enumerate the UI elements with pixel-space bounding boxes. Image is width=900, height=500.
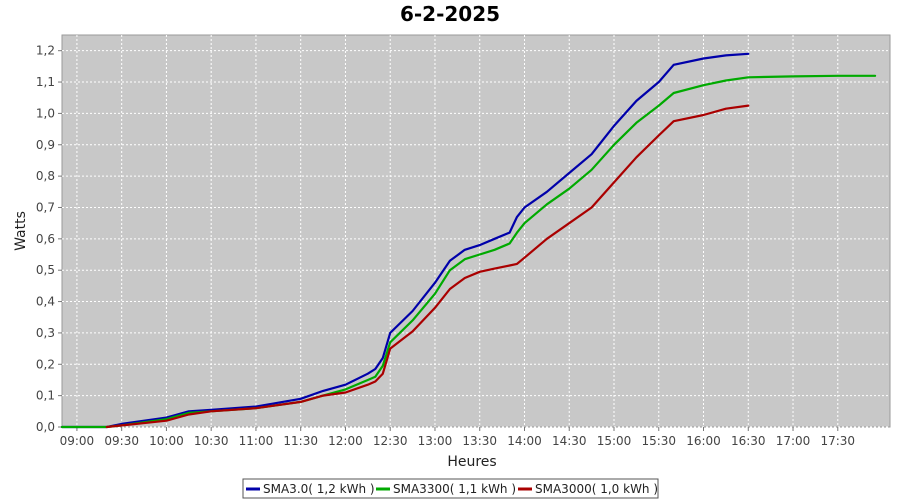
y-tick-label: 0,3	[36, 326, 55, 340]
y-tick-label: 1,2	[36, 44, 55, 58]
x-tick-label: 09:00	[60, 434, 95, 448]
y-tick-label: 0,0	[36, 420, 55, 434]
x-tick-label: 14:00	[507, 434, 542, 448]
legend	[242, 478, 659, 499]
y-tick-label: 1,1	[36, 75, 55, 89]
x-axis: 09:00 09:30 10:00 10:30 11:00 11:30 12:00 12:30…	[60, 427, 855, 448]
legend-label-1: SMA3300( 1,1 kWh )	[393, 482, 516, 496]
legend-items: SMA3.0( 1,2 kWh ) SMA3300( 1,1 kWh ) SMA30…	[246, 482, 658, 496]
x-tick-label: 10:00	[149, 434, 184, 448]
x-tick-label: 16:00	[686, 434, 721, 448]
x-tick-label: 12:00	[328, 434, 363, 448]
x-tick-label: 17:30	[820, 434, 855, 448]
y-tick-label: 0,8	[36, 169, 55, 183]
series-line-0	[60, 52, 750, 429]
grid	[62, 35, 890, 428]
x-tick-label: 17:00	[776, 434, 811, 448]
y-tick-label: 0,9	[36, 138, 55, 152]
y-tick-label: 0,5	[36, 263, 55, 277]
chart-title: 6-2-2025	[400, 2, 500, 26]
y-axis-label: Watts	[13, 211, 29, 251]
x-tick-label: 13:00	[418, 434, 453, 448]
series-line-2	[105, 104, 750, 429]
x-axis-label: Heures	[447, 454, 496, 470]
x-tick-label: 10:30	[194, 434, 229, 448]
x-tick-label: 14:30	[552, 434, 587, 448]
x-tick-label: 11:00	[239, 434, 274, 448]
x-tick-label: 12:30	[373, 434, 408, 448]
legend-label-2: SMA3000( 1,0 kWh )	[535, 482, 658, 496]
y-tick-label: 0,1	[36, 389, 55, 403]
x-tick-label: 16:30	[731, 434, 766, 448]
y-tick-label: 0,7	[36, 200, 55, 214]
legend-label-0: SMA3.0( 1,2 kWh )	[263, 482, 375, 496]
y-axis: 0,0 0,1 0,2 0,3 0,4 0,5 0,6 0,7 0,8 0,9 1,0 1,1 1,2	[36, 44, 62, 434]
y-tick-label: 0,6	[36, 232, 55, 246]
x-tick-label: 15:00	[597, 434, 632, 448]
x-tick-label: 13:30	[462, 434, 497, 448]
y-tick-label: 0,4	[36, 295, 55, 309]
plot-area	[61, 34, 891, 428]
x-tick-label: 11:30	[283, 434, 318, 448]
x-tick-label: 15:30	[641, 434, 676, 448]
y-tick-label: 0,2	[36, 357, 55, 371]
series-lines	[60, 52, 877, 429]
y-tick-label: 1,0	[36, 106, 55, 120]
x-tick-label: 09:30	[104, 434, 139, 448]
